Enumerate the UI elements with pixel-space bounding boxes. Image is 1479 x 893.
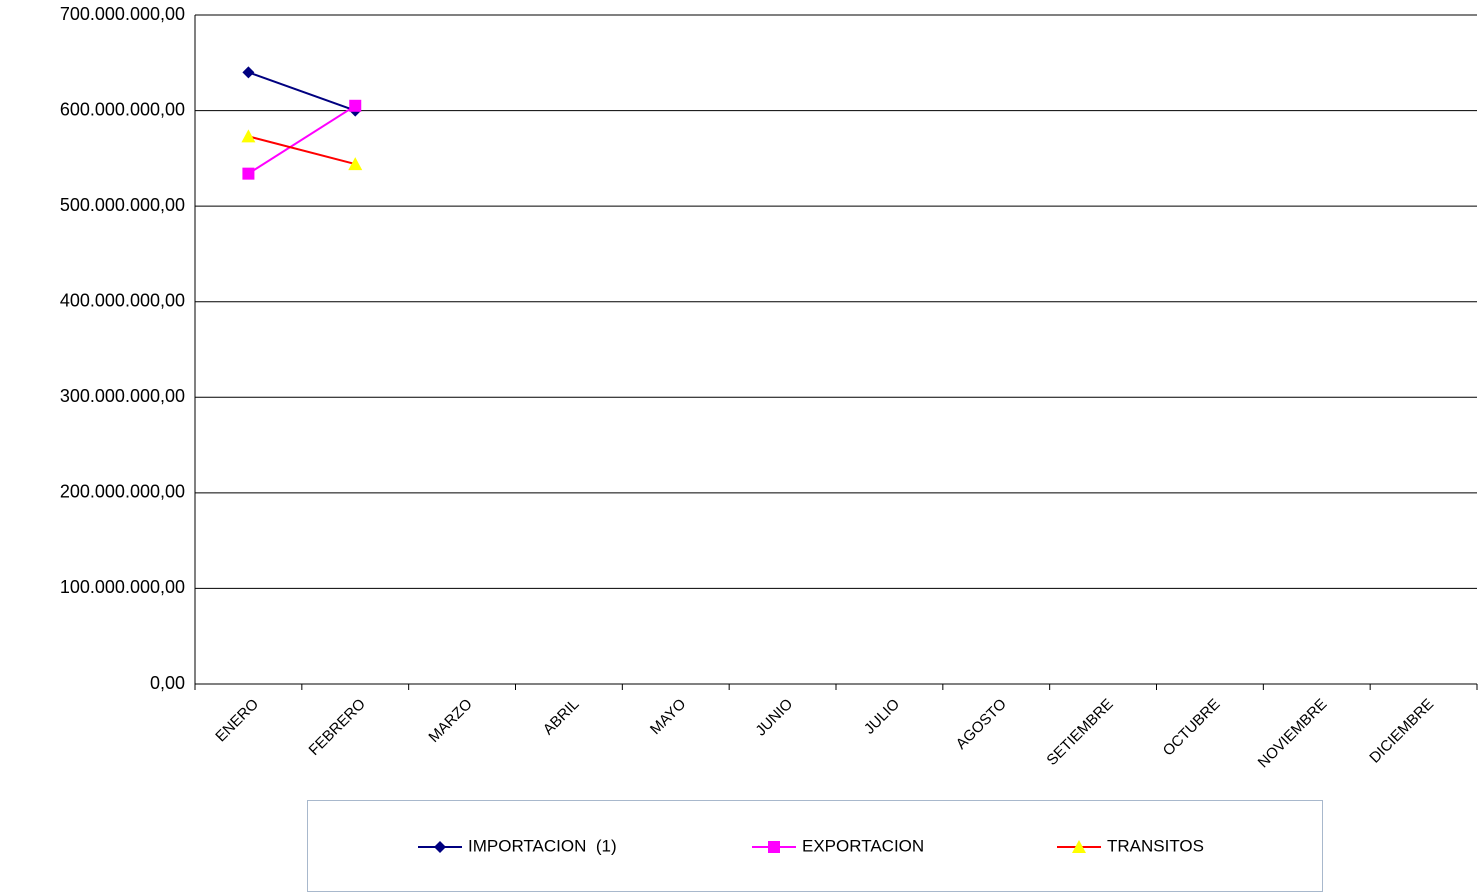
y-tick-label: 700.000.000,00 — [60, 4, 185, 24]
x-tick-label: DICIEMBRE — [1366, 696, 1437, 767]
x-tick-label: ENERO — [212, 696, 262, 746]
y-tick-label: 100.000.000,00 — [60, 577, 185, 597]
legend-box — [307, 800, 1323, 892]
x-tick-label: AGOSTO — [953, 696, 1010, 753]
y-tick-label: 500.000.000,00 — [60, 195, 185, 215]
data-point — [348, 157, 363, 171]
series-line — [247, 104, 356, 175]
y-tick-label: 200.000.000,00 — [60, 482, 185, 502]
x-tick-label: MAYO — [647, 696, 689, 738]
legend-marker — [434, 841, 446, 853]
data-point — [242, 167, 255, 180]
legend-marker — [768, 841, 780, 853]
data-point — [241, 129, 256, 143]
legend-label: TRANSITOS — [1107, 836, 1204, 855]
x-tick-label: MARZO — [425, 696, 475, 746]
y-tick-label: 0,00 — [150, 673, 185, 693]
legend-label: IMPORTACION (1) — [468, 836, 617, 855]
y-tick-label: 600.000.000,00 — [60, 99, 185, 119]
data-point — [349, 99, 362, 112]
x-tick-label: NOVIEMBRE — [1255, 696, 1331, 772]
x-tick-label: JULIO — [861, 696, 903, 738]
x-tick-label: FEBRERO — [306, 696, 369, 759]
x-tick-label: OCTUBRE — [1160, 696, 1224, 760]
y-tick-label: 400.000.000,00 — [60, 290, 185, 310]
legend-marker — [1072, 840, 1086, 853]
y-tick-label: 300.000.000,00 — [60, 386, 185, 406]
x-tick-label: SETIEMBRE — [1043, 696, 1116, 769]
x-tick-label: JUNIO — [752, 696, 796, 740]
series-line — [248, 135, 356, 166]
series-line — [248, 71, 356, 112]
x-tick-label: ABRIL — [540, 696, 583, 739]
data-point — [242, 66, 255, 79]
legend-label: EXPORTACION — [802, 836, 924, 855]
